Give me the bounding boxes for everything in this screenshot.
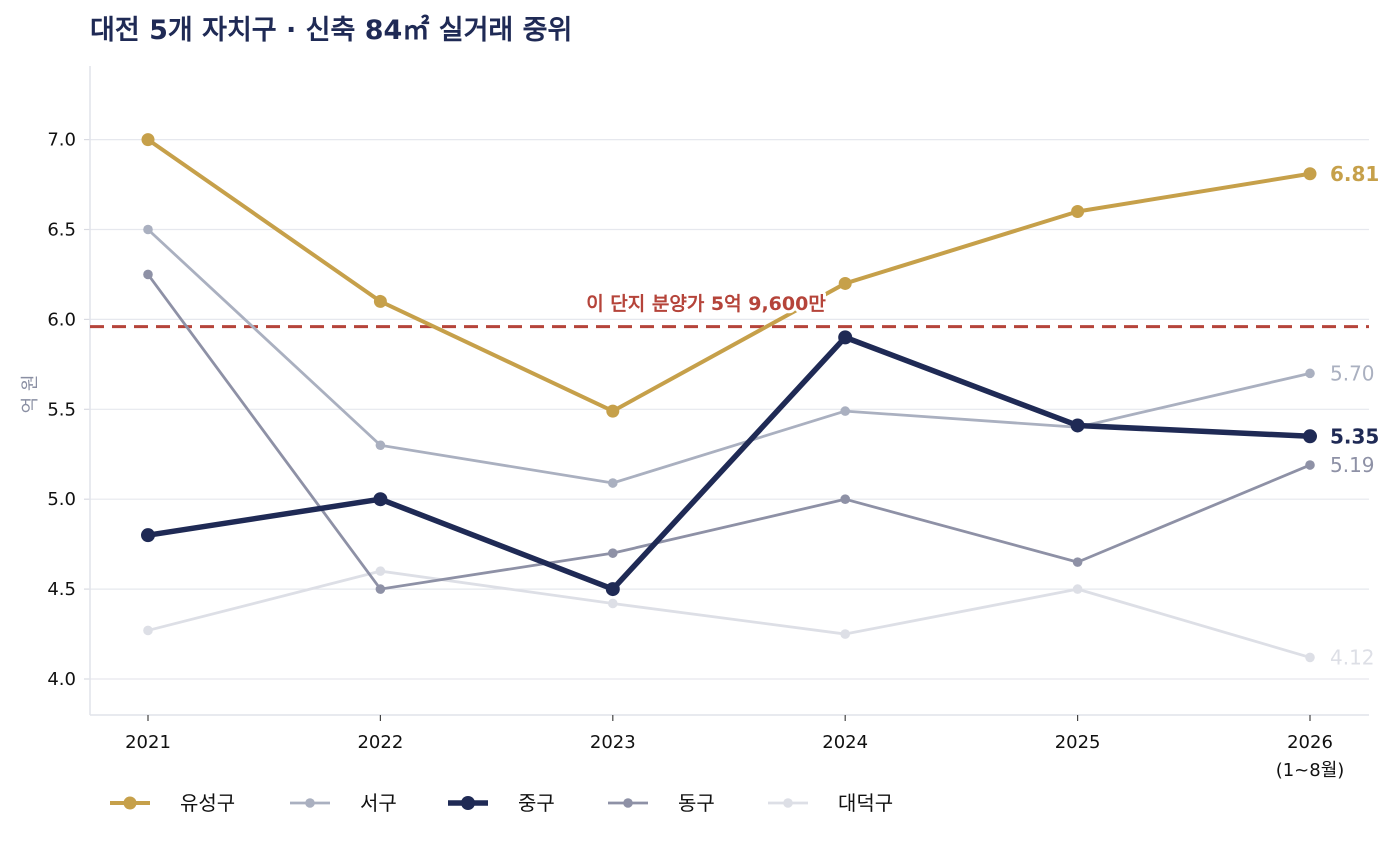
legend-label: 서구 <box>360 791 397 815</box>
series-group <box>141 133 1317 663</box>
legend-label: 중구 <box>518 791 555 815</box>
series-line <box>146 137 1312 414</box>
x-tick-label: 2025 <box>1055 732 1101 753</box>
y-tick-label: 6.0 <box>47 309 76 330</box>
end-value-label: 5.19 <box>1330 453 1375 477</box>
y-tick-label: 5.5 <box>47 399 76 420</box>
legend-swatch-marker <box>461 796 475 810</box>
x-tick-sublabel: (1~8월) <box>1276 760 1345 781</box>
series-동구 <box>143 269 1315 594</box>
series-서구 <box>143 224 1315 488</box>
data-point <box>141 133 155 147</box>
legend-swatch-marker <box>123 796 137 810</box>
data-point <box>373 492 388 507</box>
series-line <box>146 273 1312 591</box>
x-tick-label: 2023 <box>590 732 636 753</box>
legend-label: 대덕구 <box>838 791 893 815</box>
data-point <box>606 404 620 418</box>
legend-swatch-marker <box>305 798 315 808</box>
y-tick-label: 4.5 <box>47 579 76 600</box>
data-point <box>605 582 620 597</box>
end-value-label: 5.70 <box>1330 361 1375 385</box>
series-line <box>146 228 1312 485</box>
y-tick-label: 7.0 <box>47 130 76 151</box>
x-tick-label: 2024 <box>822 732 868 753</box>
data-point <box>375 584 386 594</box>
data-point <box>373 294 387 308</box>
x-tick-label: 2022 <box>357 732 403 753</box>
data-point <box>1305 460 1315 470</box>
data-point <box>838 276 852 290</box>
end-value-label: 5.35 <box>1330 424 1379 448</box>
legend: 유성구 서구 중구 동구 대덕구 <box>110 791 893 815</box>
y-tick-label: 6.5 <box>47 220 76 241</box>
data-point <box>1303 167 1317 181</box>
data-point <box>608 598 618 609</box>
series-line <box>145 334 1313 592</box>
chart-title: 대전 5개 자치구 · 신축 84㎡ 실거래 중위 <box>90 14 572 46</box>
end-labels: 6.81 5.70 5.35 5.19 4.12 <box>1330 162 1379 670</box>
legend-item-동구: 동구 <box>608 791 715 815</box>
y-tick-label: 4.0 <box>47 669 76 690</box>
data-point <box>375 440 386 451</box>
data-point <box>838 330 853 345</box>
legend-swatch-marker <box>783 798 793 808</box>
data-point <box>1303 429 1317 444</box>
end-value-label: 4.12 <box>1330 645 1375 669</box>
data-point <box>1072 584 1083 594</box>
data-point <box>143 625 153 636</box>
legend-label: 동구 <box>678 791 715 815</box>
y-tick-label: 5.0 <box>47 489 76 510</box>
data-point <box>840 629 850 639</box>
legend-item-유성구: 유성구 <box>110 791 235 815</box>
data-point <box>143 224 153 235</box>
end-value-label: 6.81 <box>1330 162 1379 186</box>
legend-label: 유성구 <box>180 791 235 815</box>
gridlines: 4.0 4.5 5.0 5.5 6.0 6.5 7.0 <box>47 130 1369 690</box>
legend-item-대덕구: 대덕구 <box>768 791 893 815</box>
data-point <box>141 528 155 543</box>
data-point <box>1072 557 1083 567</box>
series-대덕구 <box>143 566 1315 663</box>
data-point <box>840 494 850 505</box>
series-중구 <box>141 330 1317 597</box>
data-point <box>375 566 386 576</box>
legend-swatch-marker <box>623 798 633 808</box>
x-tick-label: 2021 <box>125 732 171 753</box>
legend-item-서구: 서구 <box>290 791 397 815</box>
series-line <box>146 569 1312 659</box>
y-axis-label: 억 원 <box>20 375 41 414</box>
data-point <box>1070 418 1085 433</box>
data-point <box>840 406 850 416</box>
reference-line-label: 이 단지 분양가 5억 9,600만 <box>586 293 826 315</box>
series-유성구 <box>141 133 1317 418</box>
legend-item-중구: 중구 <box>448 791 555 815</box>
axes: 2021 2022 2023 2024 2025 2026 (1~8월) <box>89 66 1369 781</box>
data-point <box>143 269 153 280</box>
data-point <box>1071 205 1085 219</box>
data-point <box>608 548 618 558</box>
data-point <box>1305 652 1315 663</box>
data-point <box>608 478 618 488</box>
x-tick-label: 2026 <box>1287 732 1333 753</box>
data-point <box>1305 368 1315 379</box>
